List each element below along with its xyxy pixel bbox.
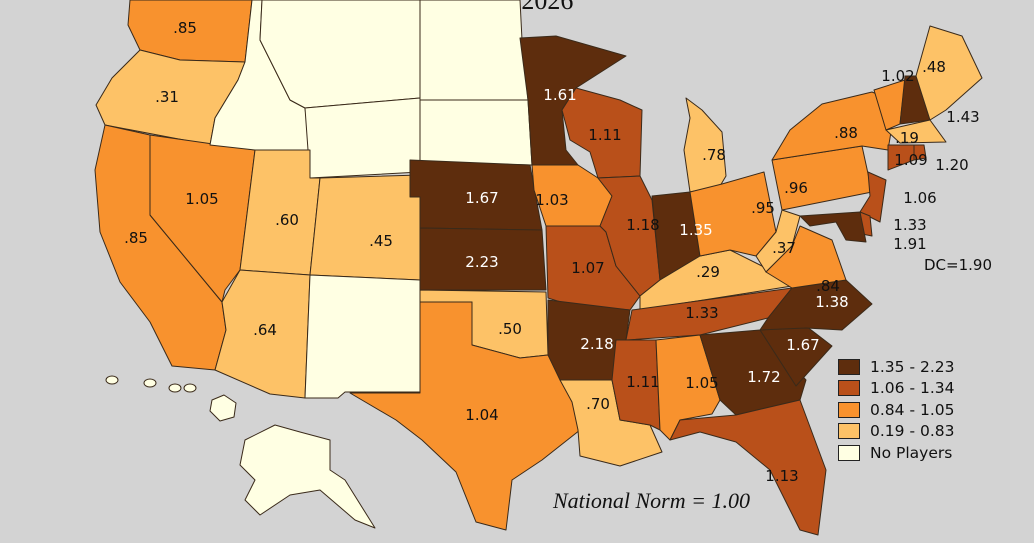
state-value-label: .48 xyxy=(922,58,946,76)
state-ma xyxy=(885,119,947,144)
legend-swatch xyxy=(838,380,860,397)
state-value-label: 1.67 xyxy=(465,189,498,207)
state-value-label: .96 xyxy=(784,179,808,197)
hawaii-island xyxy=(183,383,197,393)
legend-label: 0.19 - 0.83 xyxy=(870,422,955,441)
state-wy xyxy=(304,97,421,179)
legend-label: 0.84 - 1.05 xyxy=(870,400,955,419)
dc-value-label: DC=1.90 xyxy=(924,256,992,274)
state-value-label: 2.23 xyxy=(465,253,498,271)
hawaii-island xyxy=(168,383,182,393)
state-value-label: 1.33 xyxy=(685,304,718,322)
legend-swatch xyxy=(838,423,860,440)
state-tx xyxy=(349,301,581,531)
state-value-label: 1.33 xyxy=(893,216,926,234)
state-value-label: 1.13 xyxy=(765,467,798,485)
legend-item: 1.35 - 2.23 xyxy=(838,356,954,378)
state-mn xyxy=(519,35,627,166)
state-value-label: .78 xyxy=(702,146,726,164)
state-value-label: 1.20 xyxy=(935,156,968,174)
legend-item: 0.19 - 0.83 xyxy=(838,421,954,443)
state-value-label: 1.35 xyxy=(679,221,712,239)
state-value-label: 1.18 xyxy=(626,216,659,234)
national-norm-note: National Norm = 1.00 xyxy=(553,488,750,513)
state-value-label: 1.03 xyxy=(535,191,568,209)
state-value-label: 1.05 xyxy=(185,190,218,208)
state-va xyxy=(765,225,847,289)
state-ak xyxy=(239,424,376,529)
state-value-label: 1.11 xyxy=(588,126,621,144)
state-value-label: .70 xyxy=(586,395,610,413)
state-mi xyxy=(683,97,727,193)
state-value-label: 1.11 xyxy=(626,373,659,391)
state-value-label: .19 xyxy=(895,129,919,147)
legend-item: No Players xyxy=(838,442,954,464)
legend-item: 1.06 - 1.34 xyxy=(838,378,954,400)
state-value-label: 1.38 xyxy=(815,293,848,311)
state-hi xyxy=(209,394,237,422)
state-value-label: .84 xyxy=(816,277,840,295)
state-value-label: .64 xyxy=(253,321,277,339)
state-sd xyxy=(419,99,533,166)
state-nm xyxy=(304,274,421,399)
state-value-label: .88 xyxy=(834,124,858,142)
state-value-label: .29 xyxy=(696,263,720,281)
state-value-label: 1.06 xyxy=(903,189,936,207)
legend-swatch xyxy=(838,401,860,418)
state-value-label: 1.05 xyxy=(685,374,718,392)
state-md xyxy=(799,211,867,243)
legend: 1.35 - 2.23 1.06 - 1.34 0.84 - 1.05 0.19… xyxy=(838,356,954,464)
state-value-label: 1.02 xyxy=(881,67,914,85)
state-value-label: .85 xyxy=(124,229,148,247)
state-value-label: .37 xyxy=(772,239,796,257)
state-ri xyxy=(913,144,927,161)
legend-label: 1.06 - 1.34 xyxy=(870,379,955,398)
state-value-label: 1.07 xyxy=(571,259,604,277)
state-value-label: 1.09 xyxy=(894,151,927,169)
legend-label: 1.35 - 2.23 xyxy=(870,357,955,376)
hawaii-island xyxy=(143,378,157,388)
legend-item: 0.84 - 1.05 xyxy=(838,399,954,421)
state-ks xyxy=(419,227,547,291)
state-nd xyxy=(419,0,529,101)
state-value-label: 2.18 xyxy=(580,335,613,353)
state-value-label: 1.43 xyxy=(946,108,979,126)
state-value-label: 1.61 xyxy=(543,86,576,104)
state-il xyxy=(597,175,661,297)
state-value-label: .50 xyxy=(498,320,522,338)
legend-label: No Players xyxy=(870,443,953,462)
state-fl xyxy=(669,399,827,536)
hawaii-island xyxy=(105,375,119,385)
state-tn xyxy=(625,287,793,341)
legend-swatch xyxy=(838,444,860,461)
state-value-label: 1.04 xyxy=(465,406,498,424)
state-value-label: .45 xyxy=(369,232,393,250)
state-value-label: .95 xyxy=(751,199,775,217)
state-value-label: 1.72 xyxy=(747,368,780,386)
state-value-label: 1.91 xyxy=(893,235,926,253)
state-nc xyxy=(759,279,873,331)
state-value-label: .31 xyxy=(155,88,179,106)
state-value-label: .85 xyxy=(173,19,197,37)
legend-swatch xyxy=(838,358,860,375)
state-value-label: 1.67 xyxy=(786,336,819,354)
state-value-label: .60 xyxy=(275,211,299,229)
state-co xyxy=(309,174,421,281)
